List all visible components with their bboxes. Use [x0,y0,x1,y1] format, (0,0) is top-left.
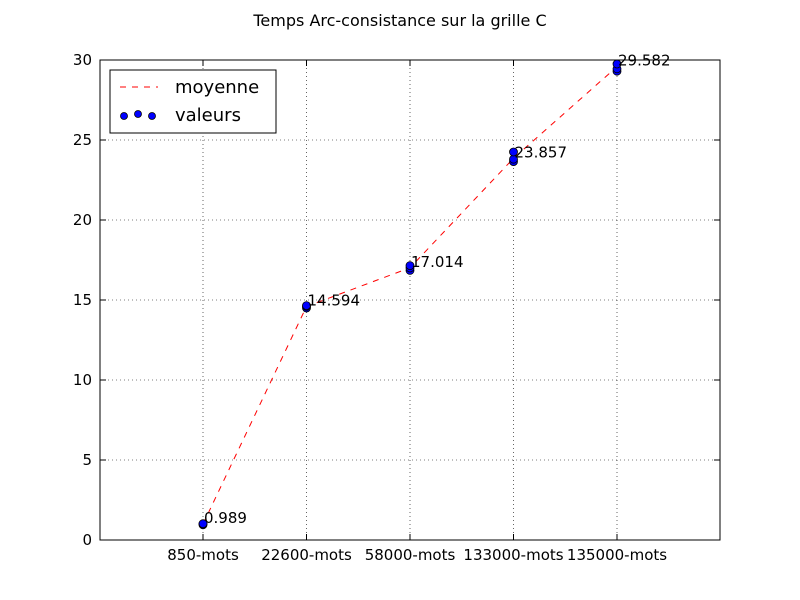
x-tick-label: 133000-mots [463,546,563,564]
chart-title: Temps Arc-consistance sur la grille C [252,11,546,30]
data-label: 0.989 [204,509,247,527]
data-label: 23.857 [515,143,568,161]
y-tick-label: 5 [82,451,92,469]
scatter-point [405,261,415,271]
legend-valeurs-marker [134,110,142,118]
x-tick-label: 850-mots [167,546,239,564]
y-tick-label: 0 [82,531,92,549]
x-tick-label: 135000-mots [567,546,667,564]
legend-valeurs-marker [120,112,128,120]
series-line-moyenne [202,66,618,525]
legend-valeurs-label: valeurs [175,105,241,126]
x-tick-label: 22600-mots [261,546,352,564]
y-tick-label: 30 [73,51,92,69]
scatter-point [302,301,311,311]
data-label: 29.582 [618,52,671,70]
scatter-point [198,519,208,529]
y-axis-ticks: 0 5 10 15 20 25 30 [73,51,720,549]
scatter-point [509,147,518,157]
legend-box [109,69,277,134]
data-label: 14.594 [308,291,361,309]
data-label: 17.014 [411,253,464,271]
x-tick-label: 58000-mots [365,546,456,564]
data-labels: 0.989 14.594 17.014 23.857 29.582 [204,52,671,527]
y-tick-label: 10 [73,371,92,389]
legend-moyenne-label: moyenne [175,77,259,98]
legend: moyenne valeurs [109,69,277,134]
y-tick-label: 20 [73,211,92,229]
y-tick-label: 15 [73,291,92,309]
series-moyenne [202,66,618,525]
x-axis-ticks: 850-mots 22600-mots 58000-mots 133000-mots 1… [167,60,667,564]
plot-frame [99,59,721,541]
y-tick-label: 25 [73,131,92,149]
legend-valeurs-marker [148,112,156,120]
series-valeurs [198,59,622,530]
